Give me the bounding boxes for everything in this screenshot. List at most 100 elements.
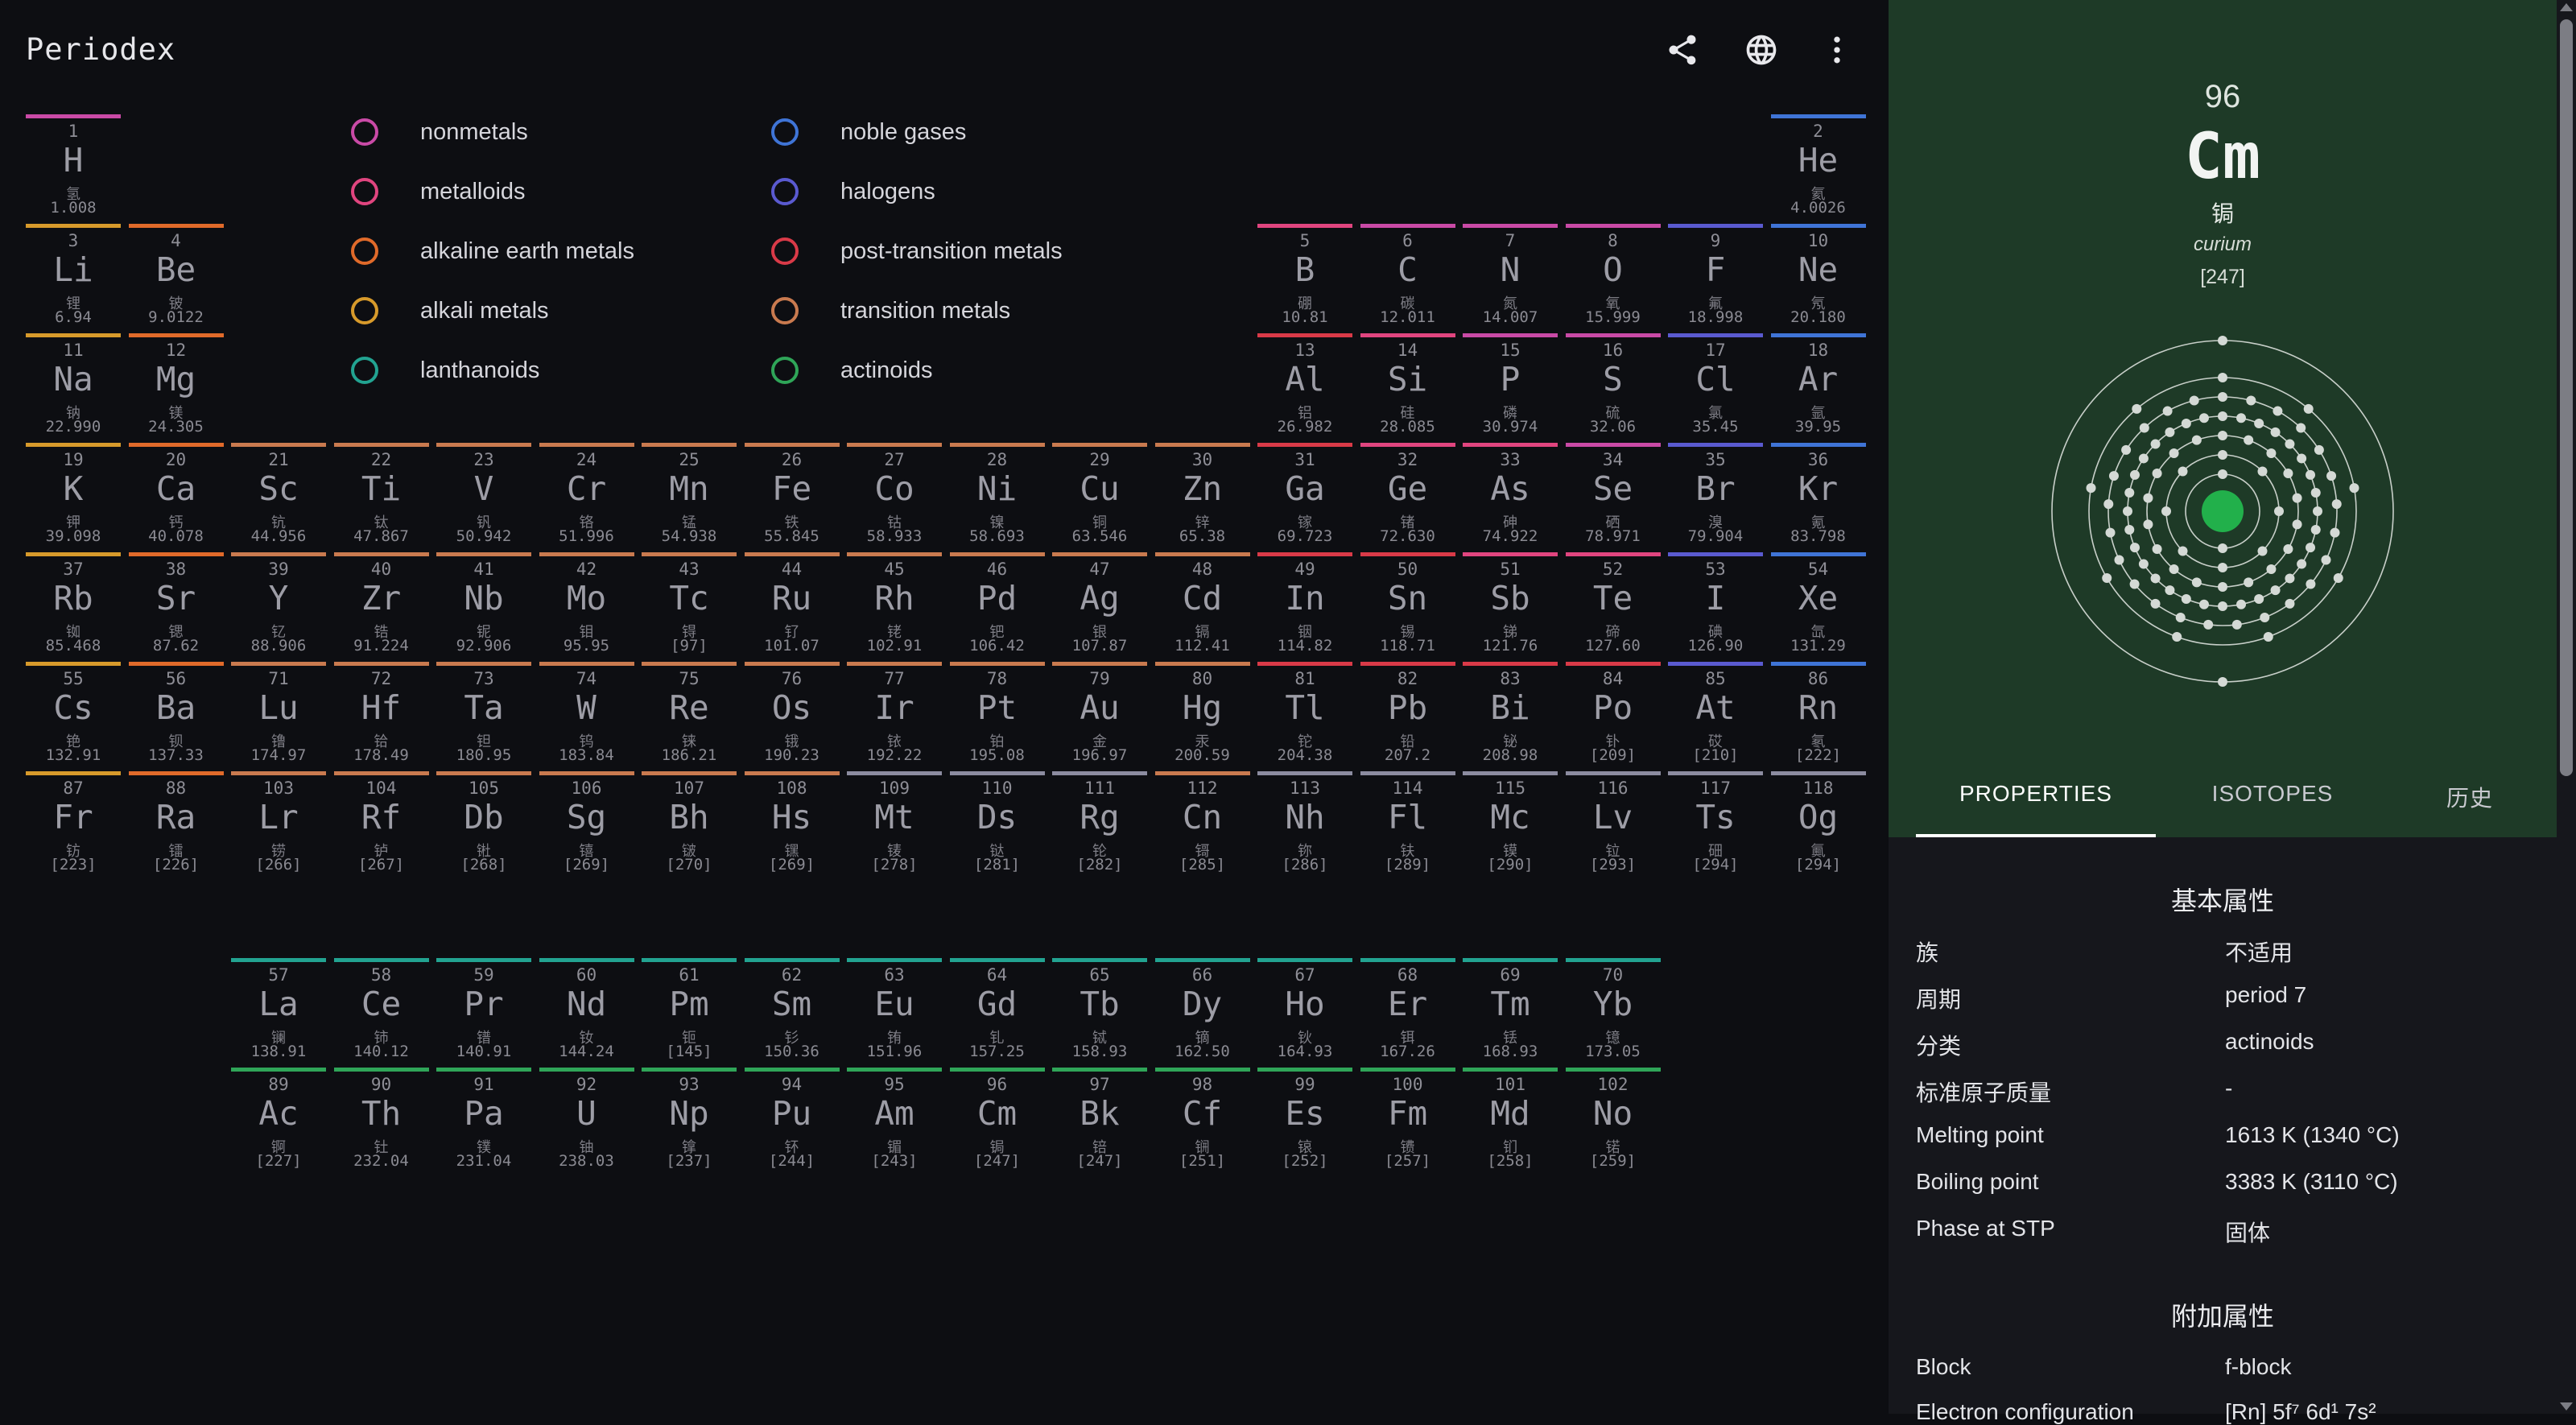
element-cell[interactable]: 44 Ru 钌 101.07 [744, 552, 840, 655]
element-cell[interactable]: 118 Og 鿫 [294] [1770, 771, 1866, 874]
share-button[interactable] [1660, 27, 1705, 72]
element-cell[interactable]: 15 P 磷 30.974 [1463, 333, 1558, 436]
element-cell[interactable]: 1 H 氢 1.008 [26, 114, 121, 217]
legend-item[interactable]: post-transition metals [771, 235, 1063, 267]
element-cell[interactable]: 47 Ag 银 107.87 [1052, 552, 1147, 655]
element-cell[interactable]: 95 Am 镅 [243] [847, 1068, 942, 1171]
element-cell[interactable]: 67 Ho 钬 164.93 [1257, 958, 1352, 1061]
element-cell[interactable]: 37 Rb 铷 85.468 [26, 552, 121, 655]
element-cell[interactable]: 62 Sm 钐 150.36 [744, 958, 840, 1061]
element-cell[interactable]: 72 Hf 铪 178.49 [333, 662, 429, 765]
element-cell[interactable]: 30 Zn 锌 65.38 [1154, 443, 1250, 546]
language-button[interactable] [1739, 27, 1784, 72]
legend-item[interactable]: alkaline earth metals [351, 235, 634, 267]
element-cell[interactable]: 102 No 锘 [259] [1565, 1068, 1661, 1171]
legend-item[interactable]: transition metals [771, 295, 1010, 327]
element-cell[interactable]: 18 Ar 氩 39.95 [1770, 333, 1866, 436]
element-cell[interactable]: 48 Cd 镉 112.41 [1154, 552, 1250, 655]
scroll-down-icon[interactable] [2560, 1402, 2573, 1411]
element-cell[interactable]: 16 S 硫 32.06 [1565, 333, 1661, 436]
legend-item[interactable]: lanthanoids [351, 354, 539, 386]
element-cell[interactable]: 6 C 碳 12.011 [1360, 224, 1455, 327]
element-cell[interactable]: 7 N 氮 14.007 [1463, 224, 1558, 327]
element-cell[interactable]: 14 Si 硅 28.085 [1360, 333, 1455, 436]
element-cell[interactable]: 25 Mn 锰 54.938 [642, 443, 737, 546]
element-cell[interactable]: 100 Fm 镄 [257] [1360, 1068, 1455, 1171]
element-cell[interactable]: 40 Zr 锆 91.224 [333, 552, 429, 655]
element-cell[interactable]: 9 F 氟 18.998 [1668, 224, 1763, 327]
element-cell[interactable]: 58 Ce 铈 140.12 [333, 958, 429, 1061]
element-cell[interactable]: 81 Tl 铊 204.38 [1257, 662, 1352, 765]
element-cell[interactable]: 13 Al 铝 26.982 [1257, 333, 1352, 436]
element-cell[interactable]: 19 K 钾 39.098 [26, 443, 121, 546]
element-cell[interactable]: 8 O 氧 15.999 [1565, 224, 1661, 327]
element-cell[interactable]: 22 Ti 钛 47.867 [333, 443, 429, 546]
element-cell[interactable]: 73 Ta 钽 180.95 [436, 662, 531, 765]
element-cell[interactable]: 82 Pb 铅 207.2 [1360, 662, 1455, 765]
element-cell[interactable]: 113 Nh 鿭 [286] [1257, 771, 1352, 874]
element-cell[interactable]: 45 Rh 铑 102.91 [847, 552, 942, 655]
scroll-up-icon[interactable] [2560, 3, 2573, 11]
element-cell[interactable]: 11 Na 钠 22.990 [26, 333, 121, 436]
element-cell[interactable]: 20 Ca 钙 40.078 [128, 443, 224, 546]
element-cell[interactable]: 34 Se 硒 78.971 [1565, 443, 1661, 546]
element-cell[interactable]: 101 Md 钔 [258] [1463, 1068, 1558, 1171]
tab-history[interactable]: 历史 [2446, 786, 2493, 811]
element-cell[interactable]: 41 Nb 铌 92.906 [436, 552, 531, 655]
element-cell[interactable]: 5 B 硼 10.81 [1257, 224, 1352, 327]
element-cell[interactable]: 83 Bi 铋 208.98 [1463, 662, 1558, 765]
more-menu-button[interactable] [1814, 27, 1860, 72]
element-cell[interactable]: 60 Nd 钕 144.24 [539, 958, 634, 1061]
element-cell[interactable]: 116 Lv 𫟷 [293] [1565, 771, 1661, 874]
element-cell[interactable]: 54 Xe 氙 131.29 [1770, 552, 1866, 655]
element-cell[interactable]: 105 Db 𬭊 [268] [436, 771, 531, 874]
element-cell[interactable]: 4 Be 铍 9.0122 [128, 224, 224, 327]
element-cell[interactable]: 27 Co 钴 58.933 [847, 443, 942, 546]
element-cell[interactable]: 74 W 钨 183.84 [539, 662, 634, 765]
element-cell[interactable]: 99 Es 锿 [252] [1257, 1068, 1352, 1171]
element-cell[interactable]: 28 Ni 镍 58.693 [949, 443, 1045, 546]
element-cell[interactable]: 50 Sn 锡 118.71 [1360, 552, 1455, 655]
element-cell[interactable]: 70 Yb 镱 173.05 [1565, 958, 1661, 1061]
element-cell[interactable]: 80 Hg 汞 200.59 [1154, 662, 1250, 765]
element-cell[interactable]: 79 Au 金 196.97 [1052, 662, 1147, 765]
element-cell[interactable]: 65 Tb 铽 158.93 [1052, 958, 1147, 1061]
element-cell[interactable]: 23 V 钒 50.942 [436, 443, 531, 546]
element-cell[interactable]: 97 Bk 锫 [247] [1052, 1068, 1147, 1171]
element-cell[interactable]: 26 Fe 铁 55.845 [744, 443, 840, 546]
element-cell[interactable]: 17 Cl 氯 35.45 [1668, 333, 1763, 436]
element-cell[interactable]: 104 Rf 𬬻 [267] [333, 771, 429, 874]
tab-isotopes[interactable]: ISOTOPES [2211, 781, 2334, 806]
tab-properties[interactable]: PROPERTIES [1959, 781, 2112, 806]
element-cell[interactable]: 53 I 碘 126.90 [1668, 552, 1763, 655]
element-cell[interactable]: 33 As 砷 74.922 [1463, 443, 1558, 546]
element-cell[interactable]: 61 Pm 钷 [145] [642, 958, 737, 1061]
element-cell[interactable]: 55 Cs 铯 132.91 [26, 662, 121, 765]
element-cell[interactable]: 108 Hs 𬭶 [269] [744, 771, 840, 874]
element-cell[interactable]: 12 Mg 镁 24.305 [128, 333, 224, 436]
element-cell[interactable]: 63 Eu 铕 151.96 [847, 958, 942, 1061]
legend-item[interactable]: nonmetals [351, 116, 528, 148]
element-cell[interactable]: 51 Sb 锑 121.76 [1463, 552, 1558, 655]
legend-item[interactable]: halogens [771, 176, 935, 208]
element-cell[interactable]: 21 Sc 钪 44.956 [231, 443, 326, 546]
element-cell[interactable]: 84 Po 钋 [209] [1565, 662, 1661, 765]
scrollbar[interactable] [2557, 0, 2576, 1414]
element-cell[interactable]: 49 In 铟 114.82 [1257, 552, 1352, 655]
element-cell[interactable]: 76 Os 锇 190.23 [744, 662, 840, 765]
element-cell[interactable]: 68 Er 铒 167.26 [1360, 958, 1455, 1061]
element-cell[interactable]: 35 Br 溴 79.904 [1668, 443, 1763, 546]
element-cell[interactable]: 115 Mc 镆 [290] [1463, 771, 1558, 874]
element-cell[interactable]: 92 U 铀 238.03 [539, 1068, 634, 1171]
element-cell[interactable]: 111 Rg 𬬭 [282] [1052, 771, 1147, 874]
element-cell[interactable]: 112 Cn 鿔 [285] [1154, 771, 1250, 874]
element-cell[interactable]: 66 Dy 镝 162.50 [1154, 958, 1250, 1061]
element-cell[interactable]: 117 Ts 鿬 [294] [1668, 771, 1763, 874]
element-cell[interactable]: 91 Pa 镤 231.04 [436, 1068, 531, 1171]
legend-item[interactable]: alkali metals [351, 295, 549, 327]
element-cell[interactable]: 64 Gd 钆 157.25 [949, 958, 1045, 1061]
legend-item[interactable]: metalloids [351, 176, 526, 208]
element-cell[interactable]: 52 Te 碲 127.60 [1565, 552, 1661, 655]
element-cell[interactable]: 114 Fl 𫓧 [289] [1360, 771, 1455, 874]
element-cell[interactable]: 106 Sg 𬭳 [269] [539, 771, 634, 874]
